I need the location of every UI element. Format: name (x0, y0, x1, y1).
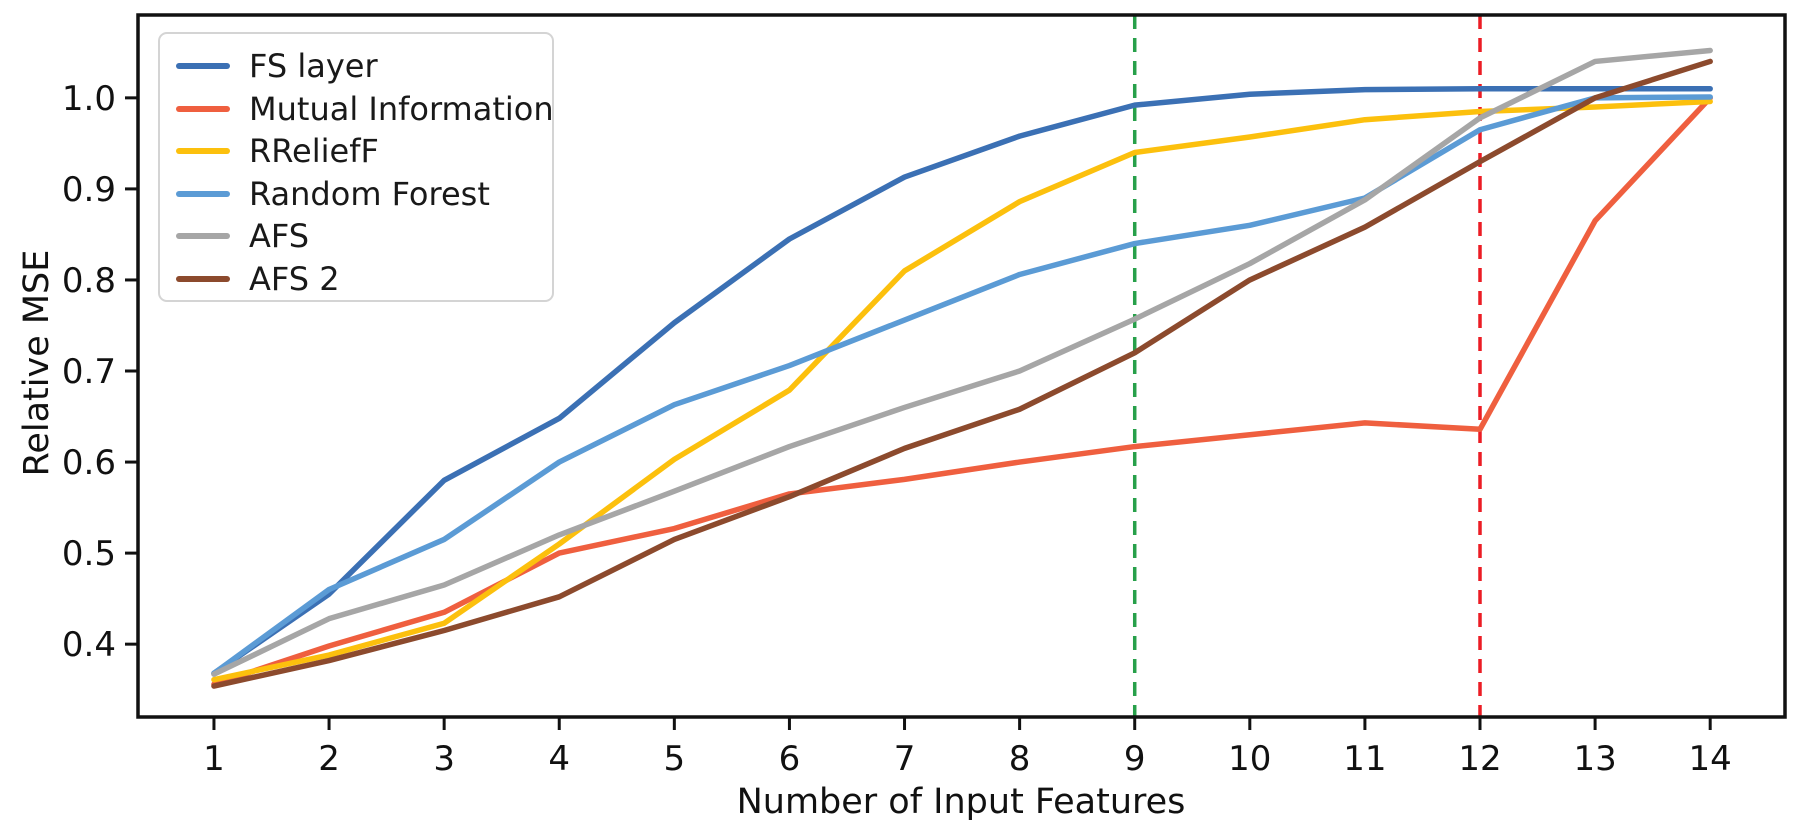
series-line-mutual-information (211, 95, 1713, 687)
legend-label: RReliefF (249, 132, 379, 171)
y-tick-label: 0.7 (62, 352, 116, 392)
x-tick-label: 1 (203, 739, 225, 779)
plot-spines (136, 13, 1787, 719)
legend-item-fs-layer: FS layer (176, 45, 538, 88)
x-tick-label: 6 (779, 739, 801, 779)
legend-swatch-rrelieff (176, 148, 230, 155)
x-tick-label: 2 (318, 739, 340, 779)
legend-label: FS layer (249, 47, 378, 86)
series-line-random-forest (211, 94, 1713, 677)
x-tick-label: 11 (1343, 739, 1386, 779)
series-line-afs-2 (211, 58, 1713, 689)
x-tick-label: 10 (1228, 739, 1271, 779)
y-tick-label: 1.0 (62, 79, 116, 119)
x-tick-label: 13 (1573, 739, 1616, 779)
y-tick-label: 0.6 (62, 443, 116, 483)
legend-swatch-random-forest (176, 190, 230, 197)
y-tick-label: 0.5 (62, 534, 116, 574)
x-tick-label: 4 (548, 739, 570, 779)
legend-label: AFS (249, 217, 310, 256)
series-line-afs (211, 47, 1713, 677)
legend-item-afs-2: AFS 2 (176, 258, 538, 301)
legend-item-rrelieff: RReliefF (176, 130, 538, 173)
series-line-rrelieff (211, 98, 1713, 683)
legend-label: Random Forest (249, 174, 490, 213)
legend-label: AFS 2 (249, 259, 340, 298)
legend-item-afs: AFS (176, 215, 538, 258)
x-tick-label: 5 (664, 739, 686, 779)
legend-swatch-afs (176, 233, 230, 240)
legend: FS layer Mutual Information RReliefF Random… (158, 32, 554, 302)
legend-swatch-fs-layer (176, 63, 230, 70)
legend-item-mutual-information: Mutual Information (176, 88, 554, 131)
x-tick-label: 12 (1458, 739, 1501, 779)
legend-swatch-afs-2 (176, 275, 230, 282)
y-axis-title: Relative MSE (17, 249, 57, 477)
x-axis-title: Number of Input Features (736, 782, 1186, 822)
legend-label: Mutual Information (249, 89, 554, 128)
y-tick-label: 0.4 (62, 625, 116, 665)
legend-swatch-mutual-information (176, 105, 230, 112)
x-tick-label: 8 (1009, 739, 1031, 779)
x-tick-label: 14 (1689, 739, 1732, 779)
series-line-fs-layer (211, 86, 1713, 677)
y-tick-label: 0.9 (62, 170, 116, 210)
x-tick-label: 7 (894, 739, 916, 779)
x-tick-label: 9 (1124, 739, 1146, 779)
x-tick-label: 3 (433, 739, 455, 779)
y-tick-label: 0.8 (62, 261, 116, 301)
legend-item-random-forest: Random Forest (176, 173, 538, 216)
